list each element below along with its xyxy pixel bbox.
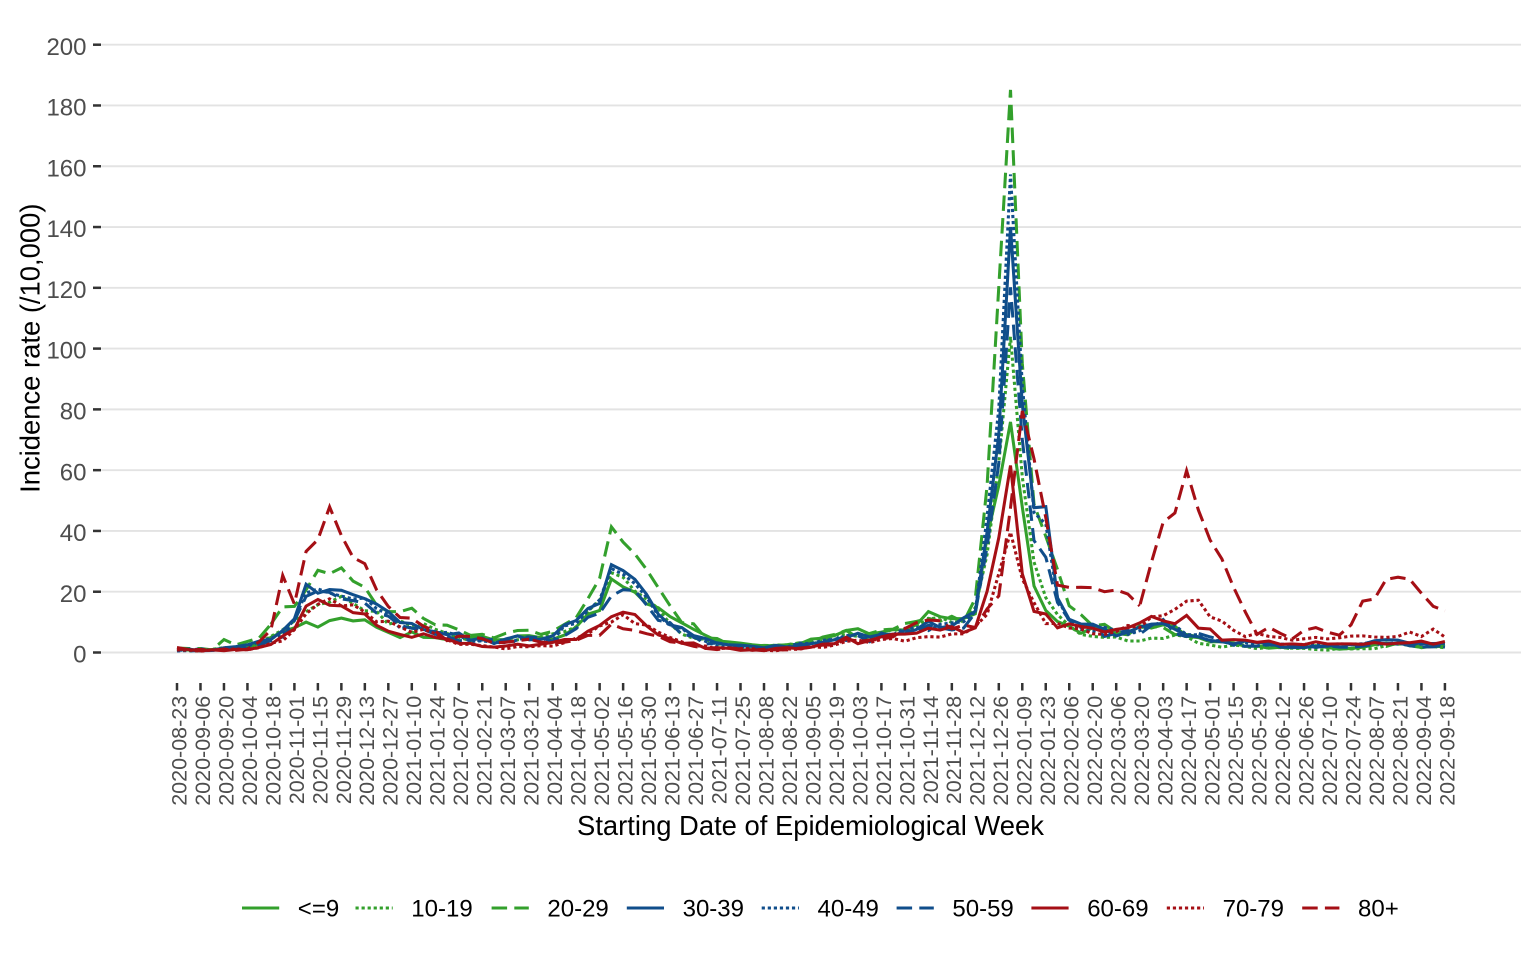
svg-text:2022-02-20: 2022-02-20 [1083, 696, 1107, 806]
svg-text:2022-04-17: 2022-04-17 [1177, 696, 1201, 806]
svg-text:70-79: 70-79 [1223, 896, 1284, 923]
svg-text:2021-05-30: 2021-05-30 [637, 696, 661, 806]
svg-text:2021-10-03: 2021-10-03 [848, 696, 872, 806]
svg-text:2021-09-05: 2021-09-05 [801, 696, 825, 806]
svg-text:40: 40 [60, 520, 87, 547]
svg-text:2021-05-02: 2021-05-02 [590, 696, 614, 806]
svg-text:2022-08-21: 2022-08-21 [1388, 696, 1412, 806]
svg-text:140: 140 [46, 216, 86, 243]
svg-text:2022-07-24: 2022-07-24 [1341, 696, 1365, 806]
svg-text:2022-08-07: 2022-08-07 [1365, 696, 1389, 806]
svg-text:2020-10-18: 2020-10-18 [261, 696, 285, 806]
svg-text:2021-12-12: 2021-12-12 [966, 696, 990, 806]
svg-text:2022-03-20: 2022-03-20 [1130, 696, 1154, 806]
svg-text:20-29: 20-29 [547, 896, 608, 923]
svg-text:100: 100 [46, 338, 86, 365]
svg-text:2021-01-24: 2021-01-24 [426, 696, 450, 806]
svg-text:2022-02-06: 2022-02-06 [1060, 696, 1084, 806]
svg-text:2022-01-23: 2022-01-23 [1036, 696, 1060, 806]
svg-text:160: 160 [46, 155, 86, 182]
svg-text:2021-01-10: 2021-01-10 [402, 696, 426, 806]
svg-text:2022-04-03: 2022-04-03 [1154, 696, 1178, 806]
svg-text:2021-03-21: 2021-03-21 [520, 696, 544, 806]
svg-text:2020-08-23: 2020-08-23 [167, 696, 191, 806]
svg-text:200: 200 [46, 34, 86, 61]
svg-text:Incidence rate (/10,000): Incidence rate (/10,000) [14, 204, 45, 493]
svg-text:80: 80 [60, 399, 87, 426]
svg-text:2022-09-18: 2022-09-18 [1435, 696, 1459, 806]
svg-text:Starting Date of Epidemiologic: Starting Date of Epidemiological Week [577, 810, 1044, 841]
svg-text:2021-02-07: 2021-02-07 [449, 696, 473, 806]
svg-text:2021-05-16: 2021-05-16 [614, 696, 638, 806]
svg-text:2020-11-29: 2020-11-29 [332, 696, 356, 804]
svg-text:2022-09-04: 2022-09-04 [1412, 696, 1436, 806]
svg-text:2021-06-27: 2021-06-27 [684, 696, 708, 806]
svg-text:80+: 80+ [1358, 896, 1399, 923]
svg-text:2022-05-15: 2022-05-15 [1224, 696, 1248, 806]
svg-text:2022-05-29: 2022-05-29 [1247, 696, 1271, 806]
svg-text:30-39: 30-39 [683, 896, 744, 923]
svg-text:2021-08-22: 2021-08-22 [778, 696, 802, 806]
svg-text:40-49: 40-49 [818, 896, 879, 923]
svg-text:120: 120 [46, 277, 86, 304]
svg-text:180: 180 [46, 95, 86, 122]
svg-text:2022-07-10: 2022-07-10 [1318, 696, 1342, 806]
svg-text:2022-03-06: 2022-03-06 [1107, 696, 1131, 806]
svg-text:50-59: 50-59 [952, 896, 1013, 923]
svg-text:2022-01-09: 2022-01-09 [1013, 696, 1037, 806]
svg-text:60-69: 60-69 [1087, 896, 1148, 923]
svg-text:10-19: 10-19 [411, 896, 472, 923]
svg-text:2021-04-18: 2021-04-18 [567, 696, 591, 806]
svg-text:2021-11-28: 2021-11-28 [942, 696, 966, 804]
svg-text:2021-10-31: 2021-10-31 [895, 696, 919, 806]
svg-text:2020-09-20: 2020-09-20 [214, 696, 238, 806]
svg-text:2020-11-01: 2020-11-01 [285, 696, 309, 804]
svg-text:2021-04-04: 2021-04-04 [543, 696, 567, 806]
svg-text:2021-07-11: 2021-07-11 [707, 696, 731, 804]
svg-text:2021-07-25: 2021-07-25 [731, 696, 755, 806]
svg-text:2020-12-27: 2020-12-27 [379, 696, 403, 806]
svg-text:60: 60 [60, 459, 87, 486]
svg-text:20: 20 [60, 581, 87, 608]
svg-text:2021-08-08: 2021-08-08 [754, 696, 778, 806]
svg-text:2020-09-06: 2020-09-06 [191, 696, 215, 806]
svg-text:2020-12-13: 2020-12-13 [355, 696, 379, 806]
svg-text:2021-12-26: 2021-12-26 [989, 696, 1013, 806]
svg-text:2022-06-12: 2022-06-12 [1271, 696, 1295, 806]
svg-text:<=9: <=9 [298, 896, 339, 923]
svg-text:2020-10-04: 2020-10-04 [238, 696, 262, 806]
svg-text:2021-06-13: 2021-06-13 [660, 696, 684, 806]
svg-text:2022-06-26: 2022-06-26 [1294, 696, 1318, 806]
svg-text:2021-10-17: 2021-10-17 [872, 696, 896, 806]
svg-text:2020-11-15: 2020-11-15 [308, 696, 332, 804]
svg-text:2021-03-07: 2021-03-07 [496, 696, 520, 806]
svg-text:2021-09-19: 2021-09-19 [825, 696, 849, 806]
svg-text:0: 0 [73, 642, 86, 669]
svg-text:2022-05-01: 2022-05-01 [1201, 696, 1225, 806]
svg-text:2021-11-14: 2021-11-14 [919, 696, 943, 804]
svg-text:2021-02-21: 2021-02-21 [473, 696, 497, 806]
